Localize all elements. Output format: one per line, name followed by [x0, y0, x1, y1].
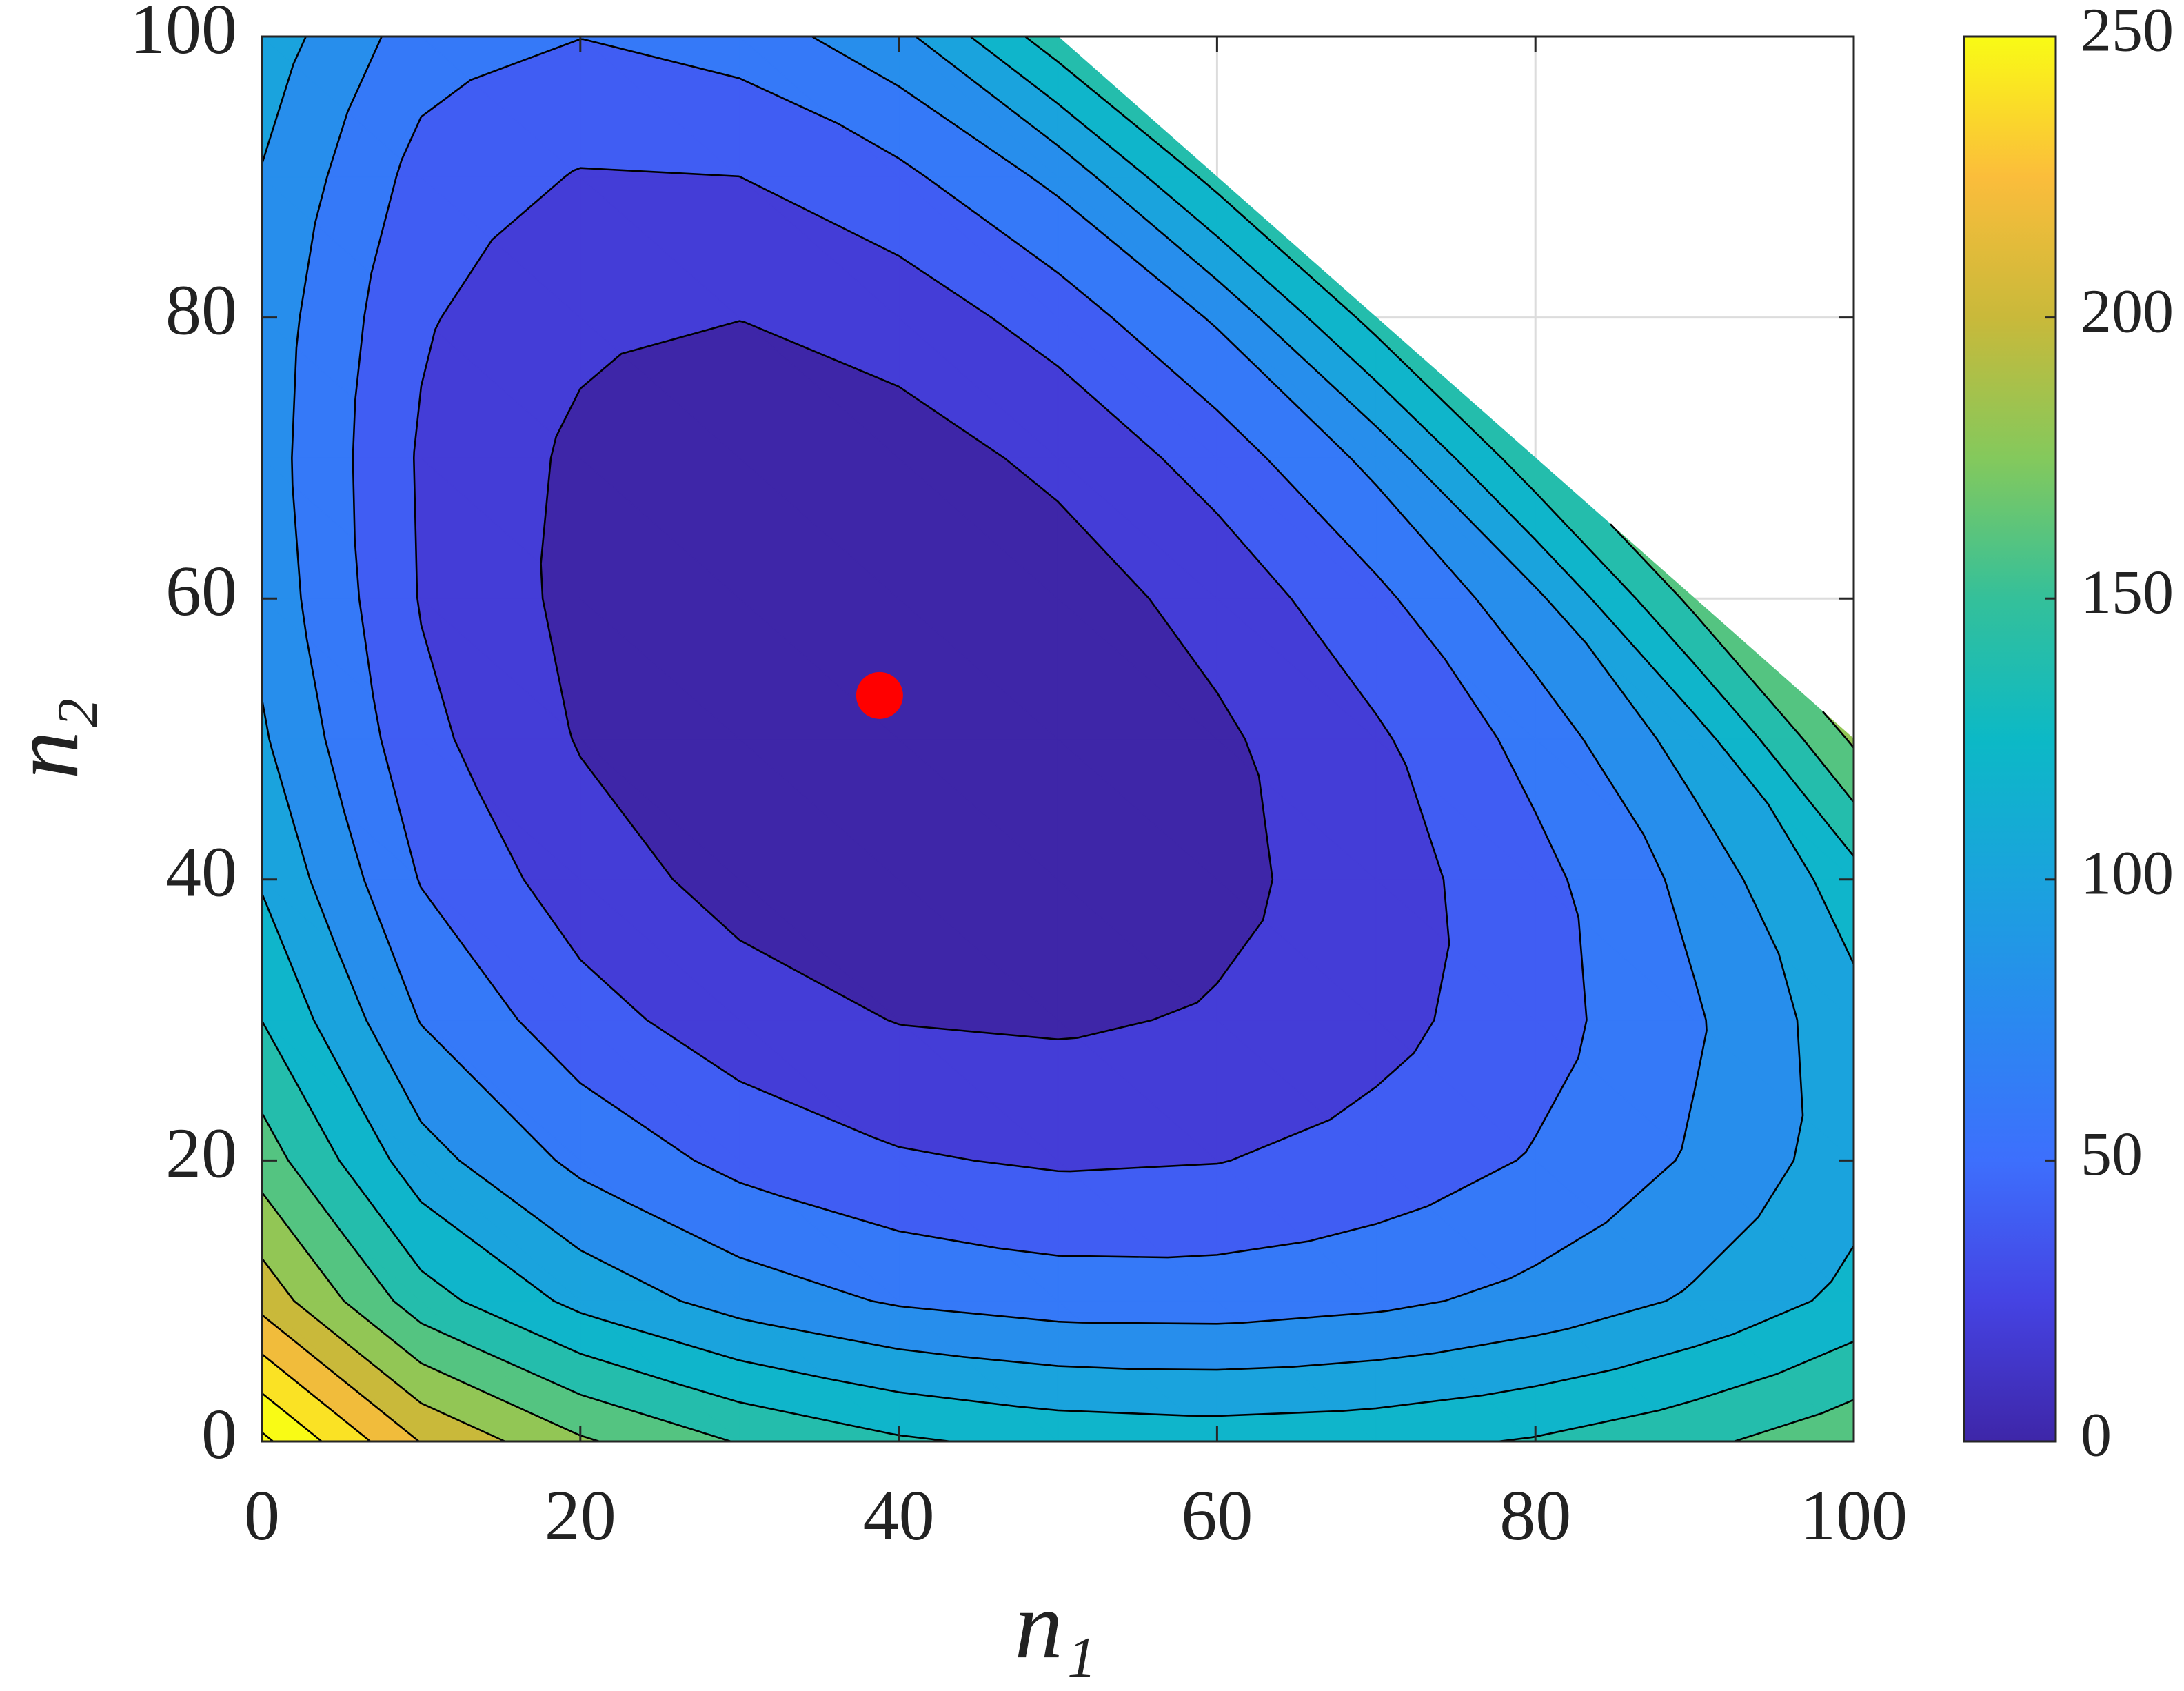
x-axis-label: n₁	[1015, 1572, 1097, 1679]
contour-line	[261, 35, 1855, 1417]
contour-line	[261, 1314, 421, 1443]
contour-line	[261, 1353, 372, 1443]
colorbar	[1963, 35, 2057, 1443]
contour-band	[1056, 1300, 1218, 1324]
contour-fill	[261, 35, 1855, 1443]
contour-line	[261, 1257, 507, 1443]
x-tick-label: 100	[1800, 1476, 1908, 1555]
colorbar-tick-label: 150	[2081, 558, 2174, 627]
y-tick-label: 0	[201, 1395, 237, 1474]
contour-line	[261, 35, 1855, 1443]
y-tick-label: 20	[165, 1113, 237, 1193]
x-tick-label: 40	[863, 1476, 935, 1555]
y-tick-label: 100	[130, 0, 237, 69]
x-tick-label: 80	[1499, 1476, 1571, 1555]
colorbar-tick-label: 200	[2081, 277, 2174, 345]
contour-line	[352, 38, 1588, 1259]
colorbar-tick-label: 0	[2081, 1401, 2112, 1470]
x-tick-label: 60	[1181, 1476, 1253, 1555]
contour-line	[261, 35, 1804, 1371]
contour-line	[261, 1431, 274, 1443]
optimum-point	[856, 671, 903, 719]
x-tick-label: 20	[545, 1476, 616, 1555]
y-tick-label: 60	[165, 551, 237, 631]
contour-line	[261, 1392, 323, 1443]
axes-box	[261, 35, 1855, 1443]
contour-line	[540, 320, 1274, 1041]
contour-line	[291, 35, 1708, 1325]
contour-line	[261, 711, 1855, 1443]
colorbar-tick-label: 100	[2081, 839, 2174, 907]
contour-line	[261, 523, 1855, 1443]
x-tick-label: 0	[244, 1476, 280, 1555]
contour-line	[412, 167, 1450, 1173]
colorbar-tick-label: 250	[2081, 0, 2174, 65]
y-tick-label: 80	[165, 270, 237, 350]
colorbar-tick-label: 50	[2081, 1120, 2143, 1188]
y-axis-label: n₂	[0, 698, 99, 780]
y-tick-label: 40	[165, 833, 237, 912]
